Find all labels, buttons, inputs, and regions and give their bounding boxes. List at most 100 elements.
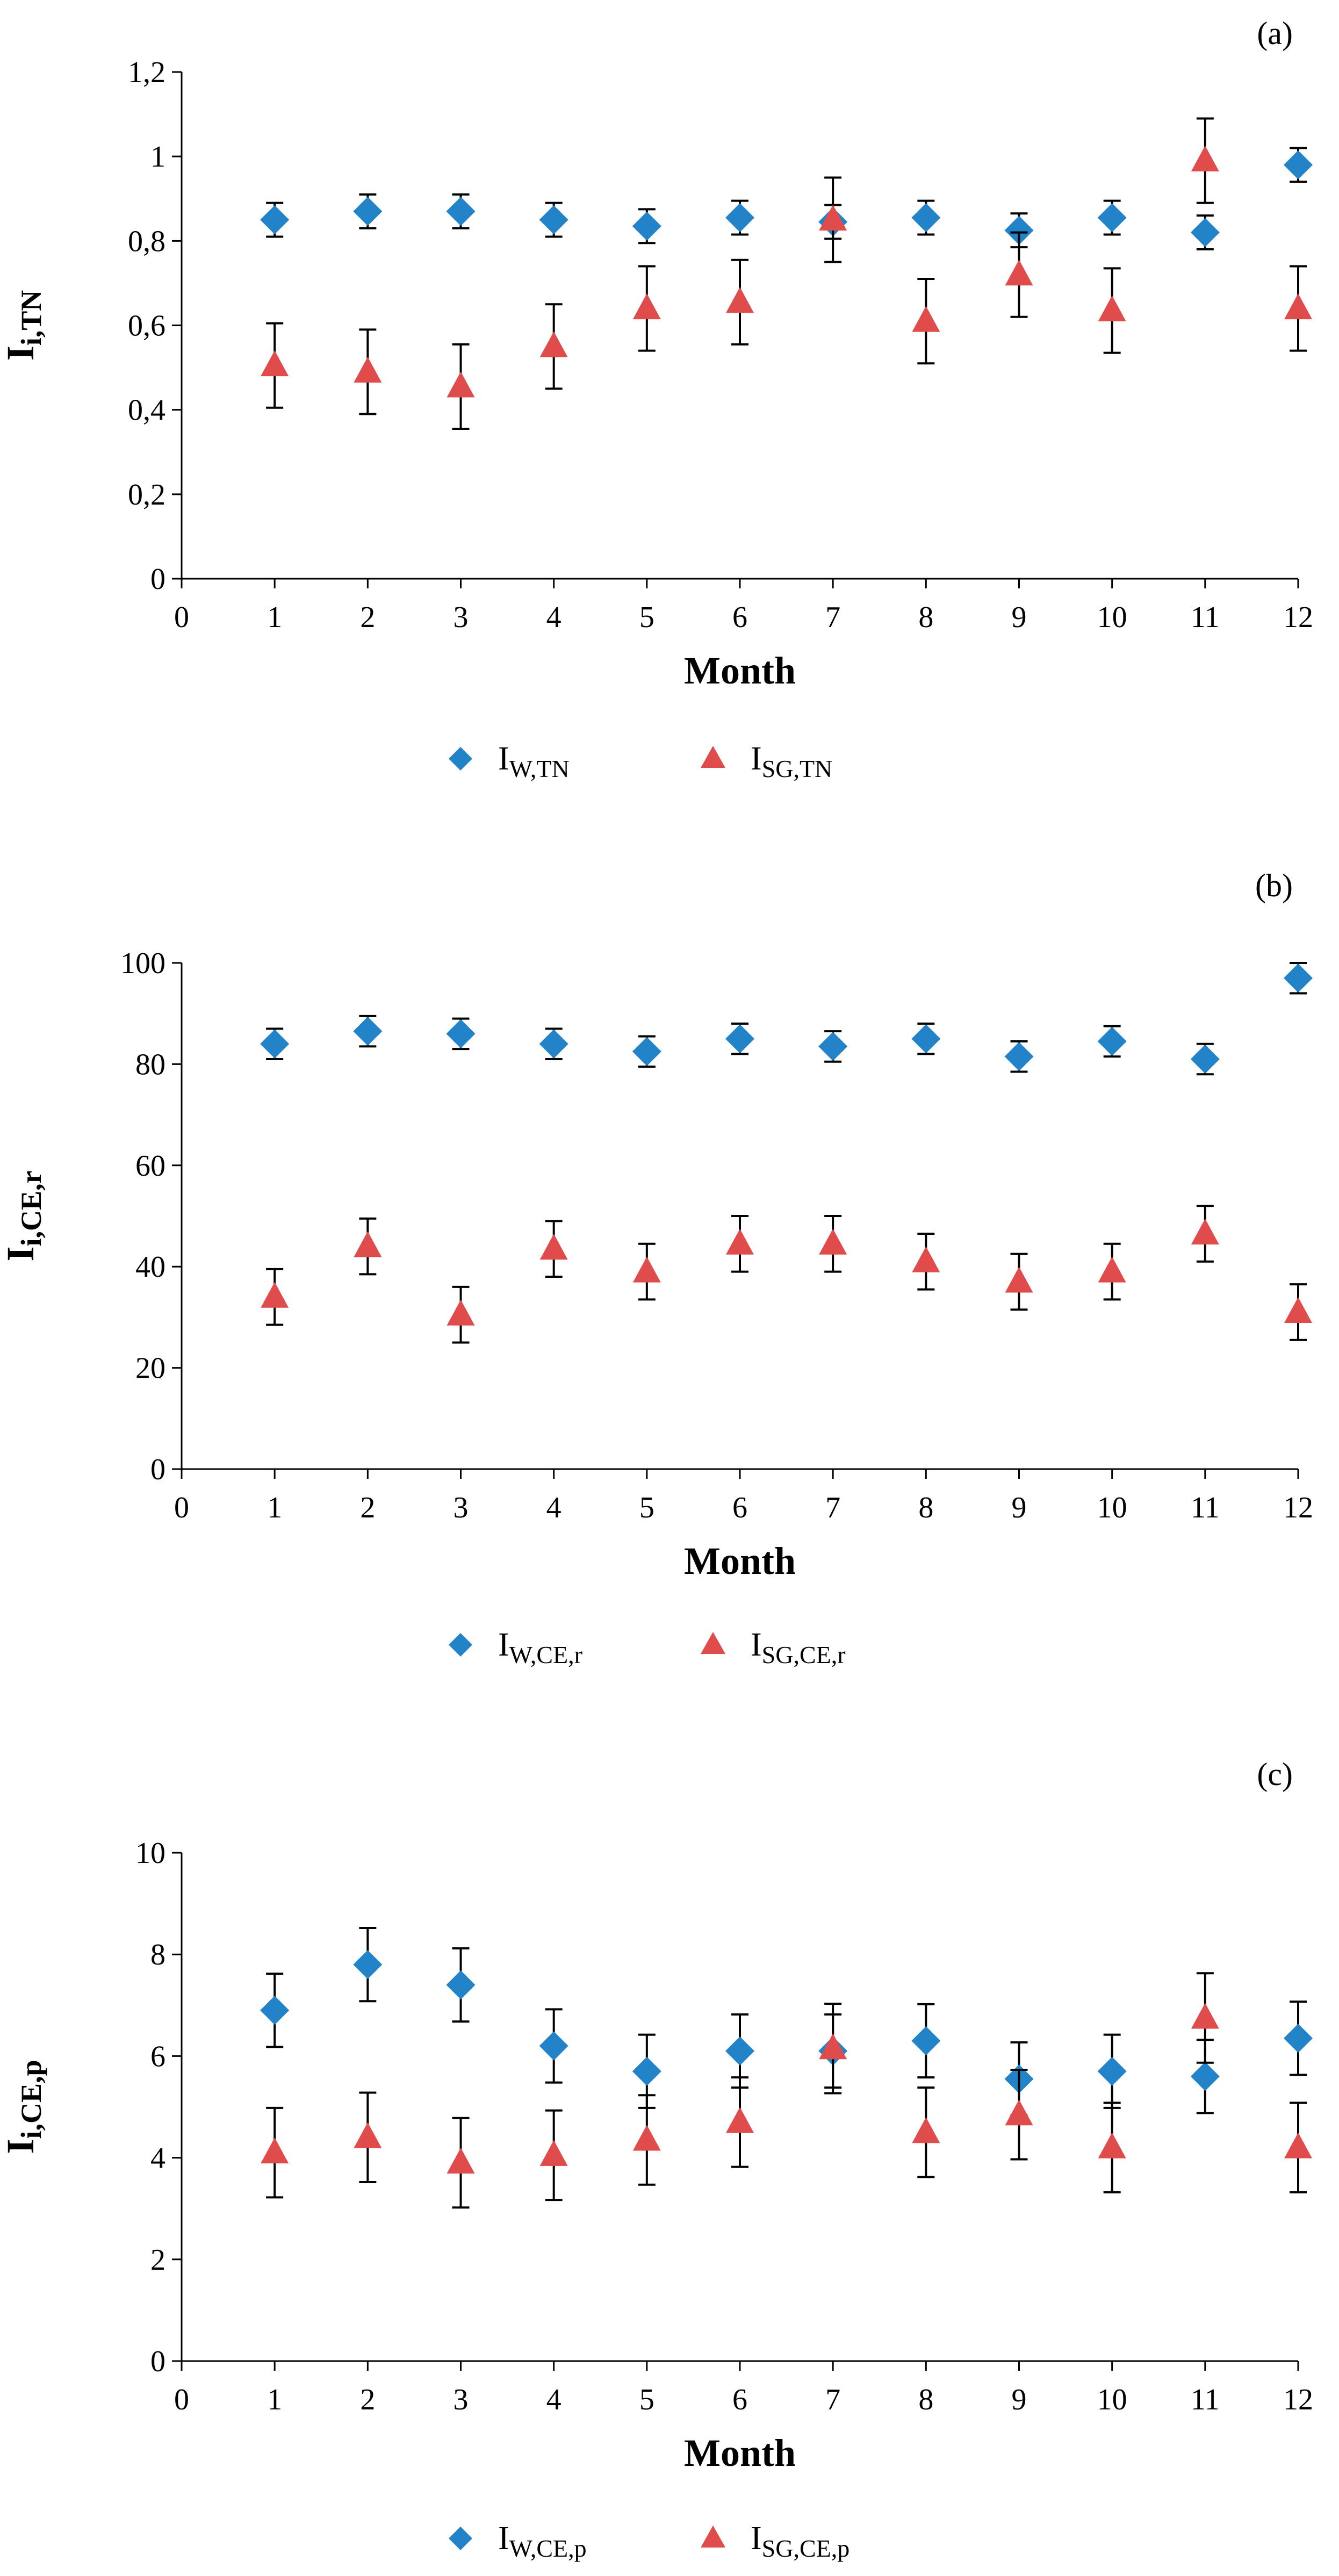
x-tick-label: 6 [732,601,747,634]
data-point-triangle [261,350,289,377]
x-tick-label: 8 [918,2383,933,2416]
y-tick-label: 0,4 [128,394,165,427]
x-tick-label: 8 [918,601,933,634]
series-I_W,CE,r [260,962,1313,1076]
series-I_W,TN [260,147,1313,251]
x-tick-label: 4 [546,601,561,634]
data-point-triangle [819,205,847,231]
legend-entry-main: I [751,1627,762,1663]
legend-marker-triangle [701,1632,725,1654]
data-point-diamond [1004,1042,1034,1071]
y-axis-label-sub: i,TN [15,290,47,346]
y-tick-label: 0 [150,2345,165,2378]
data-point-triangle [539,2140,568,2166]
x-tick-label: 6 [732,1491,747,1524]
legend-entry-sub: SG,CE,p [762,2535,850,2562]
y-tick-label: 10 [135,1837,165,1870]
y-tick-label: 60 [135,1149,165,1183]
legend-entry-main: I [498,2520,509,2557]
legend-entry-sub: W,CE,p [509,2535,587,2562]
x-tick-label: 12 [1283,2383,1313,2416]
y-axis-label-main: I [0,1246,42,1261]
data-point-triangle [632,1256,661,1283]
x-tick-label: 0 [174,601,189,634]
y-tick-label: 6 [150,2040,165,2073]
data-point-triangle [1005,260,1033,286]
y-tick-label: 0 [150,563,165,596]
legend-entry: ISG,TN [751,740,832,782]
data-point-triangle [819,1228,847,1255]
x-tick-label: 11 [1191,1491,1220,1524]
x-axis-label: Month [684,1539,796,1582]
y-tick-label: 2 [150,2243,165,2277]
x-tick-label: 9 [1012,1491,1027,1524]
legend: IW,CE,p ISG,CE,p [449,2520,850,2562]
data-point-diamond [725,1024,754,1054]
data-point-diamond [632,1037,661,1066]
x-tick-label: 2 [360,1491,375,1524]
y-tick-label: 0 [150,1453,165,1486]
x-tick-label: 1 [267,1491,282,1524]
data-point-triangle [726,2107,754,2133]
legend: IW,TN ISG,TN [449,740,832,782]
x-tick-label: 10 [1097,2383,1127,2416]
y-axis-label: Ii,CE,p [0,2060,47,2154]
legend-marker-diamond [449,747,472,771]
data-point-triangle [726,1228,754,1255]
data-point-triangle [539,1234,568,1260]
panel-label: (b) [1255,868,1293,903]
x-tick-label: 4 [546,1491,561,1524]
x-tick-label: 12 [1283,1491,1313,1524]
x-tick-label: 9 [1012,2383,1027,2416]
data-point-diamond [1097,203,1127,233]
legend-entry: IW,TN [498,740,570,782]
data-point-triangle [261,1282,289,1308]
data-point-diamond [539,2031,568,2061]
x-tick-label: 0 [174,2383,189,2416]
x-tick-label: 12 [1283,601,1313,634]
legend-entry-main: I [751,2520,762,2557]
y-tick-label: 8 [150,1938,165,1971]
legend-entry-sub: SG,TN [762,755,833,782]
data-point-diamond [353,197,383,226]
legend-marker-triangle [701,2525,725,2548]
data-point-diamond [911,1024,941,1054]
y-axis-label-sub: i,CE,r [15,1170,47,1246]
y-tick-label: 80 [135,1048,165,1081]
data-point-triangle [1191,2003,1219,2029]
panel-label: (a) [1257,16,1293,51]
data-point-triangle [726,287,754,313]
data-point-diamond [1284,2024,1313,2053]
legend-entry-main: I [498,740,509,777]
y-tick-label: 4 [150,2142,165,2175]
y-axis-label: Ii,TN [0,290,47,361]
series-I_SG,CE,p [261,1972,1312,2209]
legend-entry-sub: W,CE,r [509,1641,582,1668]
x-tick-label: 7 [825,2383,840,2416]
data-point-diamond [539,205,568,235]
x-tick-label: 3 [453,2383,469,2416]
legend-marker-diamond [449,1633,472,1657]
y-tick-label: 0,8 [128,225,165,258]
data-point-triangle [632,2125,661,2151]
x-tick-label: 7 [825,601,840,634]
chart-panel-1: 00,20,40,60,811,20 1 2 3 4 5 6 7 8 9 10 11 12(a)Mont… [0,16,1313,782]
y-tick-label: 20 [135,1352,165,1385]
data-point-triangle [1284,1297,1312,1323]
data-point-triangle [354,2122,382,2148]
x-tick-label: 3 [453,1491,469,1524]
data-point-triangle [447,2148,475,2174]
legend-marker-triangle [701,746,725,768]
series-I_SG,CE,r [261,1205,1312,1344]
y-tick-label: 1 [150,140,165,174]
legend-entry-sub: SG,CE,r [762,1641,846,1668]
x-tick-label: 2 [360,601,375,634]
data-point-diamond [1190,218,1220,247]
y-axis-label: Ii,CE,r [0,1170,47,1261]
data-point-triangle [819,2033,847,2060]
y-axis-label-main: I [0,346,42,361]
x-tick-label: 5 [639,2383,654,2416]
x-tick-label: 3 [453,601,469,634]
x-tick-label: 1 [267,601,282,634]
